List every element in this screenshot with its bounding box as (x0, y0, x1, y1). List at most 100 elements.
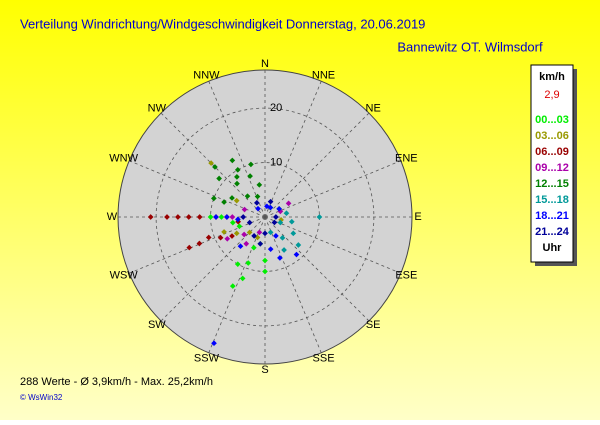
legend-entry: 18...21 (535, 210, 569, 222)
data-point (218, 214, 225, 220)
data-point (229, 233, 235, 239)
data-point (262, 230, 268, 237)
data-point (256, 182, 263, 188)
data-point (279, 235, 286, 241)
spoke (264, 216, 322, 353)
data-point (290, 230, 297, 237)
direction-label: NW (148, 103, 167, 115)
data-point (262, 257, 268, 264)
direction-label: E (414, 211, 421, 223)
legend-entry: 15...18 (535, 194, 569, 206)
data-point (236, 223, 243, 230)
data-point (234, 174, 240, 180)
legend-box (530, 64, 574, 263)
data-point (239, 275, 246, 282)
data-point (244, 193, 251, 199)
spoke (264, 216, 401, 274)
chart-subtitle: Bannewitz OT. Wilmsdorf (397, 39, 543, 54)
spoke (264, 81, 322, 218)
data-point (264, 203, 270, 210)
data-point (175, 214, 181, 220)
data-point (196, 240, 203, 247)
data-point (233, 230, 240, 237)
spoke (129, 216, 266, 274)
grid-ring (155, 107, 375, 327)
spoke (208, 81, 266, 218)
data-point (224, 235, 231, 242)
r-tick-label: 10 (270, 156, 282, 168)
data-point (234, 180, 240, 187)
direction-label: SSE (313, 352, 335, 364)
data-point (221, 199, 227, 205)
r-tick-label: 20 (270, 102, 282, 114)
legend-entry: 03...06 (535, 130, 569, 142)
direction-label: S (261, 364, 268, 376)
spoke (160, 216, 266, 322)
legend-entry: 09...12 (535, 162, 569, 174)
data-point (271, 219, 278, 226)
data-point (262, 268, 268, 275)
data-point (285, 200, 292, 207)
data-point (247, 173, 253, 179)
data-point (234, 261, 241, 267)
data-point (241, 206, 248, 213)
data-point (229, 214, 236, 220)
footer: 288 Werte - Ø 3,9km/h - Max. 25,2km/h (20, 376, 213, 388)
chart-title: Verteilung Windrichtung/Windgeschwindigk… (20, 16, 425, 31)
data-point (211, 195, 217, 202)
data-point (243, 240, 250, 247)
spoke (264, 216, 370, 322)
data-point (288, 218, 295, 225)
legend-entry: 12...15 (535, 178, 569, 190)
direction-label: NE (366, 103, 381, 115)
data-point (229, 283, 236, 289)
data-point (229, 195, 235, 201)
spoke (208, 216, 266, 353)
data-point (251, 233, 257, 239)
spoke (129, 160, 266, 218)
data-point (213, 214, 219, 220)
spoke (160, 112, 266, 218)
data-point (255, 205, 261, 212)
data-point (240, 214, 247, 220)
direction-label: SE (366, 319, 381, 331)
data-point (212, 164, 218, 170)
data-point (276, 206, 282, 212)
data-point (267, 246, 274, 252)
data-point (208, 160, 214, 166)
data-point (164, 214, 170, 220)
current-speed: 2,9 (544, 89, 559, 101)
direction-label: WSW (110, 269, 139, 281)
data-point (273, 233, 279, 239)
data-point (207, 214, 214, 220)
data-point (267, 229, 274, 236)
legend-entry: 00...03 (535, 114, 569, 126)
data-point (256, 229, 263, 236)
data-point (230, 219, 236, 226)
data-point (205, 234, 212, 241)
data-point (221, 229, 227, 235)
data-point (147, 214, 154, 220)
data-point (250, 244, 257, 251)
direction-label: ENE (395, 152, 418, 164)
data-point (283, 210, 290, 217)
data-point (196, 214, 203, 220)
spoke (264, 160, 401, 218)
data-point (241, 231, 247, 238)
direction-label: NNW (193, 70, 220, 82)
direction-label: W (107, 211, 118, 223)
direction-label: NNE (312, 70, 335, 82)
data-point (235, 216, 241, 223)
data-point (293, 251, 300, 258)
data-point (273, 214, 279, 220)
spoke (264, 112, 370, 218)
data-point (224, 214, 230, 220)
data-point (211, 340, 217, 347)
data-point (248, 161, 254, 168)
direction-label: SSW (194, 352, 220, 364)
data-point (229, 157, 236, 164)
direction-label: ESE (395, 269, 417, 281)
direction-label: WNW (109, 152, 138, 164)
direction-label: SW (148, 319, 166, 331)
